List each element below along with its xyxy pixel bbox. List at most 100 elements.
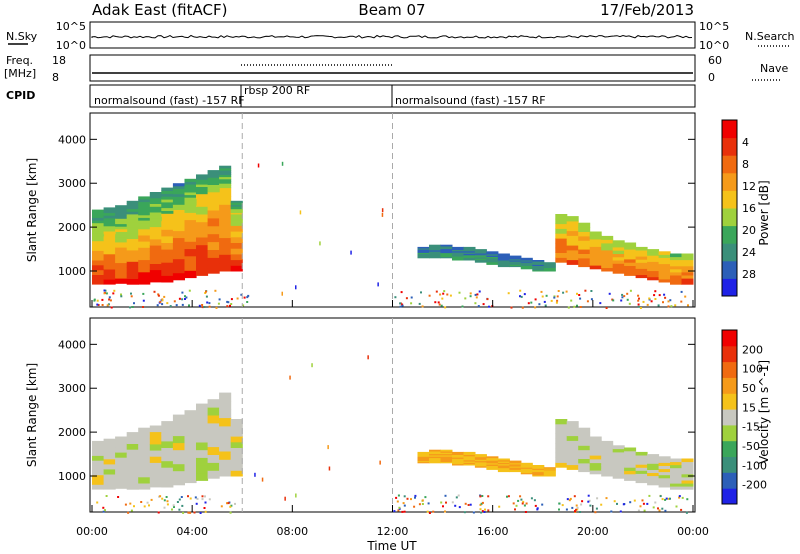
power-cell: [520, 266, 533, 269]
power-cell: [172, 199, 185, 203]
power-cell: [440, 256, 453, 259]
power-cell: [578, 231, 591, 237]
vel-cell: [126, 437, 139, 444]
power-cell: [474, 251, 487, 254]
nsky-tick-bottom: 10^0: [56, 39, 86, 52]
power-noise: [108, 296, 111, 299]
vel-noise: [150, 498, 153, 501]
cpid-seg-3: normalsound (fast) -157 RF: [395, 94, 546, 107]
power-cell: [172, 209, 185, 218]
power-cell: [115, 278, 128, 284]
vel-noise: [444, 494, 447, 497]
vel-noise: [515, 504, 518, 507]
vel-noise: [637, 509, 640, 512]
vel-cell: [452, 463, 464, 466]
vel-cell: [149, 425, 162, 433]
power-cell: [126, 211, 139, 215]
vel-noise: [133, 505, 135, 508]
power-sparse: [377, 282, 379, 287]
vel-sparse: [367, 355, 369, 360]
vel-noise: [600, 503, 603, 506]
power-noise: [441, 297, 444, 300]
vel-cell: [647, 481, 660, 486]
power-cell: [115, 272, 128, 279]
power-noise: [217, 302, 220, 305]
power-noise: [637, 299, 640, 302]
velocity-data: [92, 318, 694, 514]
vel-cell: [532, 473, 545, 476]
power-cell: [578, 257, 591, 263]
vel-noise: [565, 508, 568, 511]
vel-cell: [681, 461, 694, 466]
vel-noise: [595, 507, 598, 510]
power-cell: [126, 206, 139, 210]
vel-cell: [207, 470, 220, 479]
power-cell: [230, 231, 243, 238]
vel-noise: [201, 498, 204, 501]
power-cell: [207, 182, 220, 185]
vel-noise: [613, 500, 616, 503]
power-cell: [566, 249, 579, 256]
power-cell: [172, 251, 185, 260]
power-cell: [184, 202, 197, 206]
power-cell: [230, 204, 243, 207]
vel-noise: [173, 506, 175, 508]
power-cell: [486, 257, 499, 260]
colorbar-tick-label: 100: [742, 363, 763, 376]
vel-cell: [138, 433, 151, 441]
vel-cell: [474, 458, 487, 460]
power-cell: [601, 246, 614, 251]
power-cell: [207, 179, 220, 183]
power-cell: [440, 255, 453, 257]
vel-noise: [512, 502, 515, 505]
power-cell: [92, 217, 105, 221]
power-cell: [509, 264, 522, 266]
power-cell: [138, 235, 151, 242]
vel-cell: [647, 460, 660, 464]
power-cell: [520, 265, 533, 268]
power-cell: [429, 248, 441, 251]
vel-noise: [519, 495, 522, 498]
power-noise: [93, 299, 96, 302]
power-cell: [149, 226, 162, 234]
vel-noise: [675, 505, 678, 508]
power-cell: [601, 239, 614, 244]
power-noise: [204, 292, 207, 294]
vel-noise: [464, 502, 467, 505]
power-cell: [681, 281, 694, 285]
power-noise: [557, 290, 560, 292]
power-cell: [138, 228, 151, 236]
power-noise: [650, 300, 653, 303]
power-cell: [149, 239, 162, 246]
power-noise: [133, 302, 135, 305]
vel-cell: [509, 470, 522, 473]
vel-cell: [612, 445, 625, 450]
vel-noise: [652, 506, 655, 509]
vel-cell: [440, 461, 453, 464]
vel-noise: [163, 499, 166, 502]
power-cell: [196, 196, 209, 200]
freq-tick-top: 18: [52, 54, 66, 67]
power-cell: [658, 266, 671, 271]
vel-cell: [474, 464, 487, 467]
colorbar-swatch: [722, 137, 737, 156]
vel-noise: [396, 500, 399, 503]
power-cell: [207, 194, 220, 203]
vel-cell: [196, 426, 209, 435]
vel-noise: [479, 508, 482, 511]
power-noise: [163, 295, 166, 298]
vel-cell: [138, 452, 151, 459]
vel-cell: [417, 458, 430, 461]
vel-noise: [525, 502, 528, 505]
vel-cell: [196, 465, 209, 474]
power-noise: [109, 299, 112, 302]
power-cell: [463, 254, 476, 257]
vel-cell: [555, 447, 568, 454]
colorbar-swatch: [722, 456, 737, 473]
colorbar-tick-label: 28: [742, 268, 756, 281]
power-cell: [92, 235, 105, 242]
power-noise: [108, 298, 111, 301]
vel-noise: [105, 495, 108, 497]
power-noise: [612, 299, 615, 302]
power-noise: [527, 302, 530, 305]
